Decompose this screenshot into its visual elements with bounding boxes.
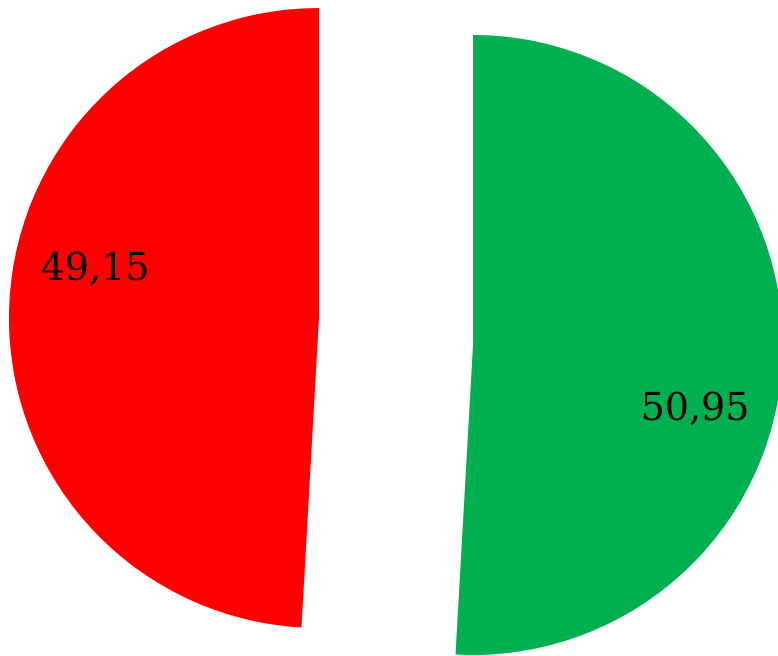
pie-slice-red [8, 8, 319, 628]
slice-label-green: 50,95 [641, 385, 750, 429]
pie-slice-green [455, 35, 778, 655]
slice-label-red: 49,15 [41, 245, 150, 289]
